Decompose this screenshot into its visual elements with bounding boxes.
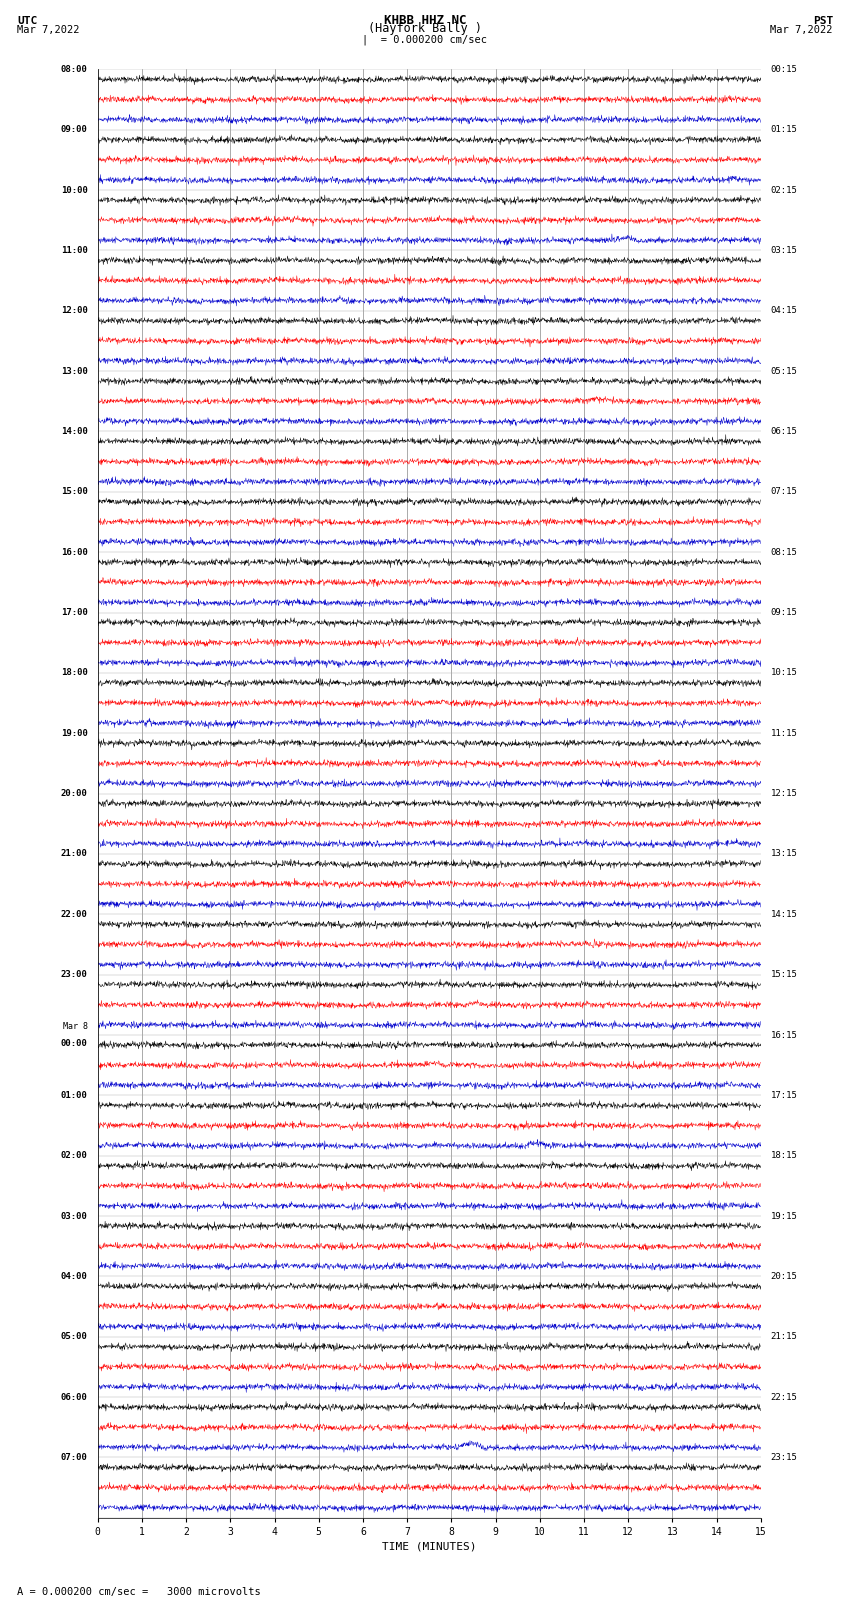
Text: 02:00: 02:00: [61, 1152, 88, 1160]
Text: 21:00: 21:00: [61, 850, 88, 858]
Text: 09:15: 09:15: [771, 608, 797, 618]
Text: PST: PST: [813, 16, 833, 26]
Text: 16:15: 16:15: [771, 1031, 797, 1039]
Text: 02:15: 02:15: [771, 185, 797, 195]
Text: 19:00: 19:00: [61, 729, 88, 737]
Text: 11:15: 11:15: [771, 729, 797, 737]
Text: 06:15: 06:15: [771, 427, 797, 436]
Text: 00:00: 00:00: [61, 1039, 88, 1048]
Text: 18:15: 18:15: [771, 1152, 797, 1160]
Text: 18:00: 18:00: [61, 668, 88, 677]
Text: 08:00: 08:00: [61, 65, 88, 74]
Text: 22:00: 22:00: [61, 910, 88, 919]
Text: 08:15: 08:15: [771, 548, 797, 556]
Text: 23:15: 23:15: [771, 1453, 797, 1461]
Text: 16:00: 16:00: [61, 548, 88, 556]
Text: 05:00: 05:00: [61, 1332, 88, 1342]
Text: Mar 8: Mar 8: [63, 1021, 88, 1031]
Text: 00:15: 00:15: [771, 65, 797, 74]
Text: 23:00: 23:00: [61, 969, 88, 979]
Text: 10:15: 10:15: [771, 668, 797, 677]
Text: 22:15: 22:15: [771, 1392, 797, 1402]
Text: 07:15: 07:15: [771, 487, 797, 497]
Text: A = 0.000200 cm/sec =   3000 microvolts: A = 0.000200 cm/sec = 3000 microvolts: [17, 1587, 261, 1597]
Text: UTC: UTC: [17, 16, 37, 26]
Text: 15:00: 15:00: [61, 487, 88, 497]
Text: Mar 7,2022: Mar 7,2022: [770, 26, 833, 35]
Text: Mar 7,2022: Mar 7,2022: [17, 26, 80, 35]
Text: 01:00: 01:00: [61, 1090, 88, 1100]
Text: 12:00: 12:00: [61, 306, 88, 315]
Text: 01:15: 01:15: [771, 126, 797, 134]
Text: 06:00: 06:00: [61, 1392, 88, 1402]
Text: 13:15: 13:15: [771, 850, 797, 858]
Text: 17:00: 17:00: [61, 608, 88, 618]
Text: 13:00: 13:00: [61, 366, 88, 376]
Text: 20:00: 20:00: [61, 789, 88, 798]
Text: 05:15: 05:15: [771, 366, 797, 376]
Text: 14:00: 14:00: [61, 427, 88, 436]
Text: 21:15: 21:15: [771, 1332, 797, 1342]
Text: 03:00: 03:00: [61, 1211, 88, 1221]
Text: 11:00: 11:00: [61, 245, 88, 255]
Text: |  = 0.000200 cm/sec: | = 0.000200 cm/sec: [362, 34, 488, 45]
Text: KHBB HHZ NC: KHBB HHZ NC: [383, 15, 467, 27]
X-axis label: TIME (MINUTES): TIME (MINUTES): [382, 1540, 477, 1552]
Text: 04:00: 04:00: [61, 1273, 88, 1281]
Text: 17:15: 17:15: [771, 1090, 797, 1100]
Text: 03:15: 03:15: [771, 245, 797, 255]
Text: 10:00: 10:00: [61, 185, 88, 195]
Text: 20:15: 20:15: [771, 1273, 797, 1281]
Text: 14:15: 14:15: [771, 910, 797, 919]
Text: 09:00: 09:00: [61, 126, 88, 134]
Text: 12:15: 12:15: [771, 789, 797, 798]
Text: 04:15: 04:15: [771, 306, 797, 315]
Text: 15:15: 15:15: [771, 969, 797, 979]
Text: 19:15: 19:15: [771, 1211, 797, 1221]
Text: (Hayfork Bally ): (Hayfork Bally ): [368, 23, 482, 35]
Text: 07:00: 07:00: [61, 1453, 88, 1461]
